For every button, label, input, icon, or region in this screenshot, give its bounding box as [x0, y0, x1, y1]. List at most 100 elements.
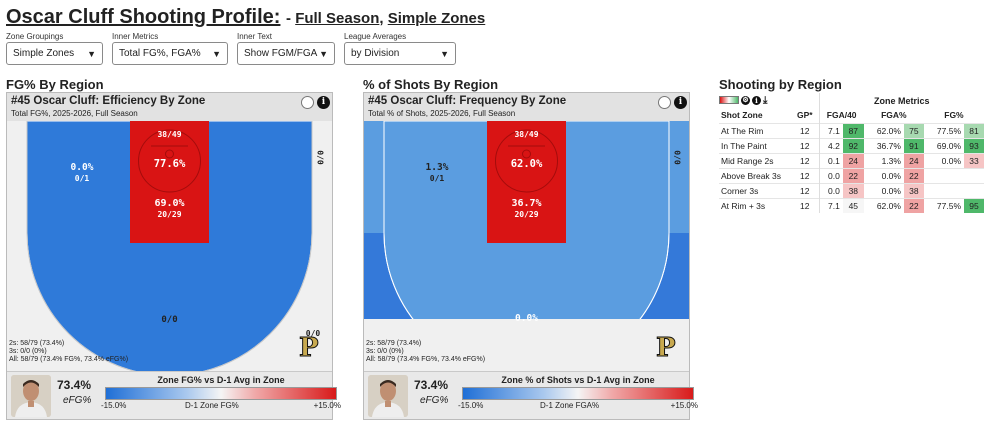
settings-icon[interactable]: ⚙ — [741, 95, 750, 105]
threes-stat: 3s: 0/0 (0%) — [366, 348, 404, 355]
shots-by-region-title: % of Shots By Region — [363, 77, 499, 92]
col-gp[interactable]: GP* — [796, 110, 813, 121]
above-break-3-label: 0.0% — [515, 313, 538, 324]
cell-fga40-pctile: 87 — [842, 122, 864, 138]
zone-metrics-header: Zone Metrics — [818, 93, 984, 108]
cell-fga40: 7.1 — [818, 122, 843, 138]
scale-min-label: -15.0% — [458, 401, 484, 410]
cell-gp: 12 — [791, 197, 819, 213]
zones-link[interactable]: Simple Zones — [387, 10, 486, 27]
player-profile-title: Oscar Cluff Shooting Profile: — [6, 6, 281, 28]
right-corner-zone — [669, 121, 689, 233]
efg-label: eFG% — [63, 395, 92, 406]
cell-gp: 12 — [791, 152, 819, 168]
paint-zone-fraction: 20/29 — [157, 210, 182, 219]
inner-text-select[interactable]: Show FGM/FGA ▼ — [237, 42, 335, 65]
efficiency-panel-footer: 73.4% eFG% Zone FG% vs D-1 Avg in Zone -… — [7, 371, 341, 419]
cell-fga-pctile: 22 — [903, 197, 924, 213]
efg-label: eFG% — [420, 395, 449, 406]
cell-gp: 12 — [791, 122, 819, 138]
col-fga-pct[interactable]: FGA% — [881, 110, 907, 121]
toggle-circle-icon[interactable] — [301, 96, 314, 109]
cell-fga40-pctile: 92 — [842, 137, 864, 153]
cell-fga40: 4.2 — [818, 137, 843, 153]
toggle-circle-icon[interactable] — [658, 96, 671, 109]
cell-shot-zone: At Rim + 3s — [719, 197, 791, 213]
cell-gp: 12 — [791, 182, 819, 198]
inner-metrics-select[interactable]: Total FG%, FGA% ▼ — [112, 42, 228, 65]
cell-fga-pct: 0.0% — [863, 167, 904, 183]
zone-groupings-control: Zone Groupings Simple Zones ▼ — [6, 32, 103, 65]
efficiency-panel-header: #45 Oscar Cluff: Efficiency By Zone Tota… — [7, 93, 332, 121]
cell-fga-pct: 62.0% — [863, 122, 904, 138]
table-row: At The Rim 12 7.1 87 62.0% 75 77.5% 81 — [719, 122, 984, 138]
page-title: Oscar Cluff Shooting Profile: - Full Sea… — [6, 6, 485, 29]
efg-value: 73.4% — [57, 378, 92, 392]
cell-shot-zone: In The Paint — [719, 137, 791, 153]
cell-fga40: 7.1 — [818, 197, 843, 213]
efficiency-panel: #45 Oscar Cluff: Efficiency By Zone Tota… — [6, 92, 341, 420]
cell-gp: 12 — [791, 137, 819, 153]
cell-shot-zone: At The Rim — [719, 122, 791, 138]
cell-gp: 12 — [791, 167, 819, 183]
table-row: In The Paint 12 4.2 92 36.7% 91 69.0% 93 — [719, 137, 984, 153]
info-icon[interactable]: i — [752, 95, 761, 105]
info-icon[interactable]: i — [674, 96, 687, 109]
download-icon[interactable]: ⤓ — [763, 94, 768, 106]
col-fg-pct[interactable]: FG% — [944, 110, 964, 121]
right-corner-3-label: 0/0 — [672, 150, 682, 165]
season-link[interactable]: Full Season — [295, 10, 380, 27]
col-shot-zone[interactable]: Shot Zone — [721, 110, 763, 121]
cell-fg-pctile: 81 — [964, 122, 984, 138]
scale-mid-label: D-1 Zone FGA% — [540, 401, 600, 410]
league-averages-control: League Averages by Division ▼ — [344, 32, 456, 65]
all-stat: All: 58/79 (73.4% FG%, 73.4% eFG%) — [366, 356, 486, 363]
left-corner-3-label: 0/0 — [305, 329, 321, 338]
backcourt-area — [364, 319, 689, 371]
rim-marker — [165, 149, 174, 159]
cell-fga-pctile: 38 — [903, 182, 924, 198]
rim-marker — [522, 149, 531, 159]
all-stat: All: 58/79 (73.4% FG%, 73.4% eFG%) — [9, 356, 129, 363]
col-fga40[interactable]: FGA/40 — [818, 108, 864, 123]
player-avatar — [368, 375, 408, 417]
cell-fga40-pctile: 22 — [842, 167, 864, 183]
right-corner-3-label: 0/0 — [315, 150, 325, 165]
paint-zone-pct: 69.0% — [154, 198, 185, 209]
left-corner-zone — [364, 121, 384, 233]
three-point-line — [383, 121, 670, 371]
chevron-down-icon: ▼ — [440, 48, 449, 59]
fg-by-region-title: FG% By Region — [6, 77, 104, 92]
three-point-line — [26, 121, 313, 371]
cell-fga-pct: 62.0% — [863, 197, 904, 213]
shooting-by-region-title: Shooting by Region — [719, 77, 842, 92]
cell-fga-pct: 36.7% — [863, 137, 904, 153]
page-subtitle: - Full Season, Simple Zones — [286, 10, 486, 27]
league-averages-label: League Averages — [344, 32, 407, 41]
player-photo-icon — [368, 375, 408, 417]
frequency-panel-header: #45 Oscar Cluff: Frequency By Zone Total… — [364, 93, 689, 121]
cell-shot-zone: Above Break 3s — [719, 167, 791, 183]
cell-fga-pctile: 75 — [903, 122, 924, 138]
efficiency-chart-subtitle: Total FG%, 2025-2026, Full Season — [11, 109, 138, 118]
frequency-chart-title: #45 Oscar Cluff: Frequency By Zone — [368, 95, 567, 107]
color-scale-bar — [462, 387, 694, 400]
cell-fga-pctile: 22 — [903, 167, 924, 183]
threes-stat: 3s: 0/0 (0%) — [9, 348, 47, 355]
frequency-chart-subtitle: Total % of Shots, 2025-2026, Full Season — [368, 109, 516, 118]
rim-zone-fraction: 38/49 — [514, 130, 539, 139]
legend-icon[interactable] — [719, 96, 739, 105]
twos-stat: 2s: 58/79 (73.4%) — [9, 340, 65, 347]
cell-fga40-pctile: 45 — [842, 197, 864, 213]
cell-shot-zone: Corner 3s — [719, 182, 791, 198]
chevron-down-icon: ▼ — [319, 48, 328, 59]
cell-fg-pctile: 33 — [964, 152, 984, 168]
table-body: At The Rim 12 7.1 87 62.0% 75 77.5% 81 In The Pa… — [719, 122, 984, 213]
cell-fg-pct: 77.5% — [923, 197, 965, 213]
table-row: Mid Range 2s 12 0.1 24 1.3% 24 0.0% 33 — [719, 152, 984, 168]
league-averages-select[interactable]: by Division ▼ — [344, 42, 456, 65]
zone-groupings-select[interactable]: Simple Zones ▼ — [6, 42, 103, 65]
info-icon[interactable]: i — [317, 96, 330, 109]
rim-zone-fraction: 38/49 — [157, 130, 182, 139]
color-scale-bar — [105, 387, 337, 400]
